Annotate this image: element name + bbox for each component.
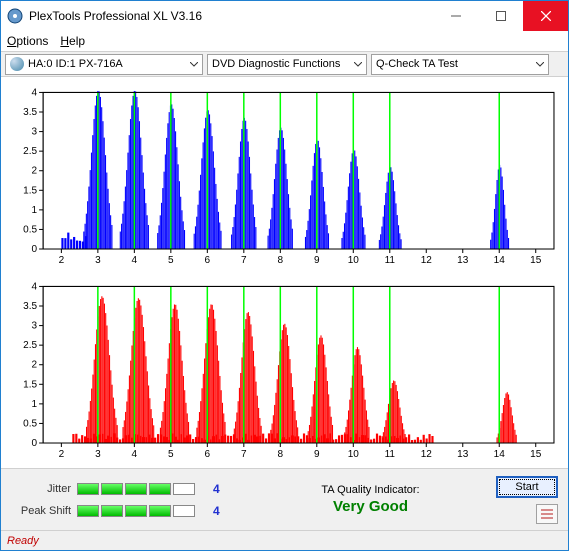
chart-area: 00.511.522.533.5423456789101112131415 00… <box>1 77 568 468</box>
svg-text:6: 6 <box>205 449 211 460</box>
svg-text:8: 8 <box>278 449 284 460</box>
menubar: Options Help <box>1 31 568 51</box>
maximize-button[interactable] <box>478 1 523 31</box>
chevron-down-icon <box>530 62 544 67</box>
svg-text:1.5: 1.5 <box>23 379 37 390</box>
close-button[interactable] <box>523 1 568 31</box>
svg-text:11: 11 <box>385 449 396 460</box>
svg-text:6: 6 <box>205 255 211 266</box>
status-text: Ready <box>7 535 39 547</box>
svg-text:11: 11 <box>385 255 396 266</box>
svg-text:3: 3 <box>95 255 101 266</box>
svg-text:14: 14 <box>494 449 506 460</box>
minimize-button[interactable] <box>433 1 478 31</box>
svg-text:13: 13 <box>457 255 469 266</box>
svg-text:10: 10 <box>348 449 360 460</box>
chevron-down-icon <box>184 62 198 67</box>
category-select-value: DVD Diagnostic Functions <box>212 58 340 70</box>
svg-text:5: 5 <box>168 255 174 266</box>
svg-text:5: 5 <box>168 449 174 460</box>
svg-text:9: 9 <box>314 449 320 460</box>
chart-bottom: 0 0.5 1 1.5 2 2.5 3 3.5 4 2 3 4 5 6 7 8 9 10 11 12 13 14 15 <box>9 279 560 465</box>
svg-text:1.5: 1.5 <box>23 185 37 196</box>
svg-text:2: 2 <box>32 359 38 370</box>
svg-text:0.5: 0.5 <box>23 224 37 235</box>
peakshift-value: 4 <box>213 504 225 518</box>
svg-text:3: 3 <box>32 320 38 331</box>
svg-text:2: 2 <box>32 166 38 177</box>
svg-text:14: 14 <box>494 255 506 266</box>
svg-text:2: 2 <box>59 449 65 460</box>
svg-text:10: 10 <box>348 255 360 266</box>
statusbar: Ready <box>1 530 568 550</box>
svg-text:4: 4 <box>32 281 38 292</box>
svg-text:3: 3 <box>32 127 38 138</box>
svg-text:8: 8 <box>278 255 284 266</box>
svg-text:0.5: 0.5 <box>23 418 37 429</box>
svg-text:4: 4 <box>132 255 138 266</box>
svg-text:7: 7 <box>241 449 247 460</box>
app-icon <box>7 8 23 24</box>
category-select[interactable]: DVD Diagnostic Functions <box>207 54 367 75</box>
jitter-label: Jitter <box>11 483 71 495</box>
ta-quality-label: TA Quality Indicator: <box>321 484 419 496</box>
svg-text:13: 13 <box>457 449 469 460</box>
test-select-value: Q-Check TA Test <box>376 58 458 70</box>
peakshift-label: Peak Shift <box>11 505 71 517</box>
svg-text:15: 15 <box>530 449 542 460</box>
device-select-value: HA:0 ID:1 PX-716A <box>28 58 123 70</box>
list-icon <box>540 508 554 520</box>
svg-text:4: 4 <box>32 87 38 98</box>
peakshift-bars <box>77 505 207 517</box>
menu-options[interactable]: Options <box>7 34 48 48</box>
jitter-bars <box>77 483 207 495</box>
window-title: PlexTools Professional XL V3.16 <box>29 9 433 23</box>
svg-text:1: 1 <box>32 398 38 409</box>
toolbar: HA:0 ID:1 PX-716A DVD Diagnostic Functio… <box>1 51 568 77</box>
svg-text:12: 12 <box>421 255 433 266</box>
svg-text:0: 0 <box>32 244 38 255</box>
svg-text:15: 15 <box>530 255 542 266</box>
test-select[interactable]: Q-Check TA Test <box>371 54 549 75</box>
svg-text:0: 0 <box>32 438 38 449</box>
svg-text:2.5: 2.5 <box>23 146 37 157</box>
titlebar: PlexTools Professional XL V3.16 <box>1 1 568 31</box>
ta-quality-value: Very Good <box>333 498 408 515</box>
bottom-panel: Jitter 4 Peak Shift 4 TA Quality Indicat… <box>1 468 568 530</box>
svg-text:2.5: 2.5 <box>23 340 37 351</box>
chevron-down-icon <box>348 62 362 67</box>
disc-icon <box>10 57 24 71</box>
svg-text:4: 4 <box>132 449 138 460</box>
svg-text:7: 7 <box>241 255 247 266</box>
svg-text:3: 3 <box>95 449 101 460</box>
svg-text:9: 9 <box>314 255 320 266</box>
device-select[interactable]: HA:0 ID:1 PX-716A <box>5 54 203 75</box>
jitter-value: 4 <box>213 482 225 496</box>
svg-text:1: 1 <box>32 205 38 216</box>
start-button[interactable]: Start <box>496 476 558 498</box>
svg-text:2: 2 <box>59 255 65 266</box>
svg-text:3.5: 3.5 <box>23 301 37 312</box>
chart-top: 0 0.5 1 1.5 2 2.5 3 3.5 4 2 3 4 5 6 7 8 9 10 11 12 13 14 15 <box>9 85 560 271</box>
svg-text:12: 12 <box>421 449 433 460</box>
menu-help[interactable]: Help <box>60 34 85 48</box>
options-button[interactable] <box>536 504 558 524</box>
svg-text:3.5: 3.5 <box>23 107 37 118</box>
